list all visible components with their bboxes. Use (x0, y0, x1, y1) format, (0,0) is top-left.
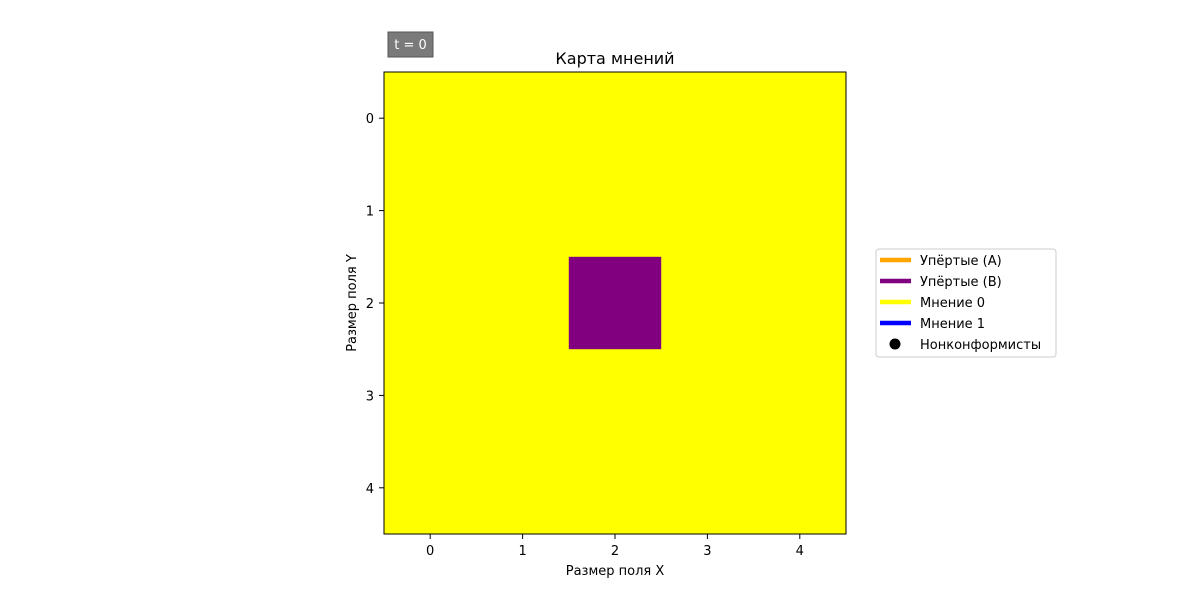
legend-label: Упёртые (A) (920, 254, 1002, 269)
heatmap-cell (661, 349, 755, 443)
heatmap-cell (753, 164, 847, 258)
heatmap-cell (476, 441, 570, 535)
heatmap-cell (753, 256, 847, 350)
heatmap-cell (384, 256, 477, 350)
x-tick-label: 4 (796, 544, 804, 559)
y-tick-label: 1 (366, 205, 374, 220)
heatmap-cell (753, 72, 847, 165)
heatmap-cell (384, 164, 477, 258)
chart-title: Карта мнений (555, 49, 674, 68)
y-axis-label: Размер поля Y (345, 254, 360, 352)
legend-item: Мнение 0 (880, 296, 985, 311)
heatmap-cell (568, 164, 662, 258)
x-tick-label: 2 (611, 544, 619, 559)
heatmap-cell (476, 72, 570, 165)
heatmap-cells (384, 72, 847, 535)
legend-item: Упёртые (A) (880, 254, 1002, 269)
x-axis-label: Размер поля X (566, 564, 665, 579)
heatmap-cell (753, 441, 847, 535)
heatmap-cell (661, 164, 755, 258)
heatmap-cell (661, 441, 755, 535)
x-tick-label: 0 (426, 544, 434, 559)
legend-label: Мнение 0 (920, 296, 985, 311)
heatmap-cell (568, 349, 662, 443)
heatmap-cell (661, 256, 755, 350)
heatmap-cell (476, 256, 570, 350)
y-tick-label: 2 (366, 297, 374, 312)
legend-dot-marker (889, 338, 901, 350)
legend-item: Нонконформисты (889, 338, 1041, 353)
heatmap-cell (568, 72, 662, 165)
y-tick-label: 0 (366, 112, 374, 127)
x-axis-ticks: 0 1 2 3 4 (426, 534, 804, 559)
legend: Упёртые (A) Упёртые (B) Мнение 0 Мнение 1 Но… (875, 248, 1057, 358)
legend-frame (875, 248, 1057, 358)
time-badge-text: t = 0 (394, 38, 427, 53)
heatmap-cell (753, 349, 847, 443)
x-tick-label: 3 (703, 544, 711, 559)
heatmap-cell (384, 349, 477, 443)
legend-item: Мнение 1 (880, 317, 985, 332)
heatmap-cell (661, 72, 755, 165)
time-badge-background (387, 31, 434, 58)
heatmap-cell (476, 349, 570, 443)
y-tick-label: 4 (366, 482, 374, 497)
heatmap-cell (384, 72, 477, 165)
heatmap-cell (384, 441, 477, 535)
legend-label: Упёртые (B) (920, 275, 1002, 290)
time-badge: t = 0 (387, 31, 434, 58)
x-tick-label: 1 (518, 544, 526, 559)
heatmap-cell (568, 256, 662, 350)
heatmap-cell (476, 164, 570, 258)
y-axis-ticks: 0 1 2 3 4 (366, 112, 384, 497)
y-tick-label: 3 (366, 389, 374, 404)
legend-label: Нонконформисты (920, 338, 1041, 353)
heatmap-cell (568, 441, 662, 535)
legend-item: Упёртые (B) (880, 275, 1002, 290)
legend-label: Мнение 1 (920, 317, 985, 332)
